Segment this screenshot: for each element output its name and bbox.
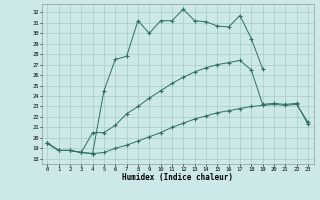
X-axis label: Humidex (Indice chaleur): Humidex (Indice chaleur) (122, 173, 233, 182)
